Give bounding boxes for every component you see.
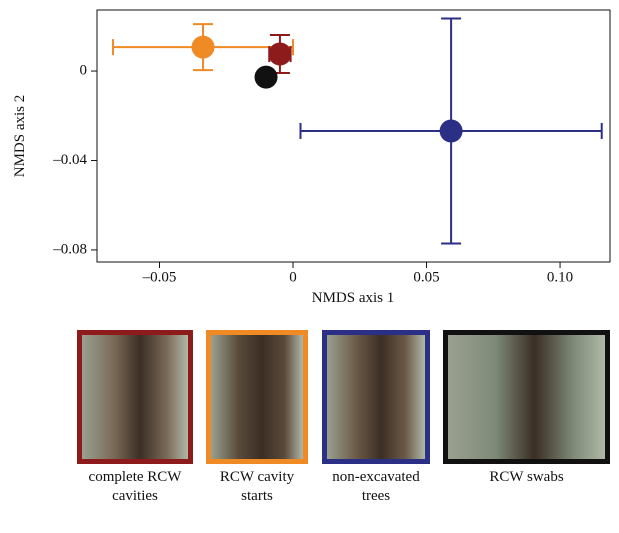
- legend-photo: [322, 330, 430, 464]
- legend-label: non-excavated trees: [332, 469, 420, 504]
- legend-item: RCW swabs: [443, 330, 610, 487]
- legend-photo: [443, 330, 610, 464]
- legend-item: RCW cavity starts: [206, 330, 308, 506]
- point: [268, 42, 292, 66]
- point: [439, 119, 463, 143]
- y-tick-label: 0: [80, 62, 88, 78]
- legend-label: complete RCW cavities: [88, 469, 182, 504]
- legend-photo: [206, 330, 308, 464]
- x-tick-label: –0.05: [142, 269, 177, 285]
- x-axis-label: NMDS axis 1: [312, 290, 395, 306]
- chart: NMDS axis 1 NMDS axis 2 –0.05 0 0.05 0.10 0 –…: [12, 9, 611, 306]
- plot-frame: [96, 9, 611, 263]
- legend-item: non-excavated trees: [322, 330, 430, 506]
- photo-legend: complete RCW cavities RCW cavity starts no…: [0, 330, 619, 530]
- y-tick-label: –0.04: [52, 152, 87, 168]
- x-tick-label: 0.10: [547, 269, 573, 285]
- legend-photo: [77, 330, 193, 464]
- y-tick-label: –0.08: [52, 241, 87, 257]
- y-axis-label: NMDS axis 2: [12, 95, 28, 178]
- x-tick-label: 0.05: [413, 269, 439, 285]
- x-tick-label: 0: [289, 269, 297, 285]
- point: [254, 65, 278, 89]
- legend-label: RCW cavity starts: [219, 469, 295, 504]
- legend-item: complete RCW cavities: [77, 330, 193, 506]
- legend-label: RCW swabs: [489, 469, 564, 485]
- point: [191, 35, 215, 59]
